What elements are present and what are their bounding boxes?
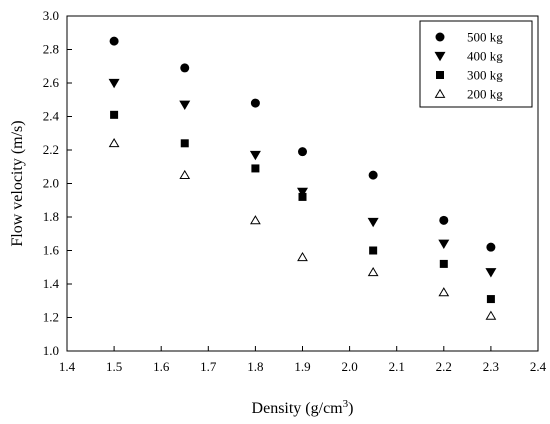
series-1-point-3 [297, 187, 308, 198]
series-1-point-6 [485, 268, 497, 278]
y-tick-label-7: 2.4 [43, 109, 60, 124]
y-axis-title: Flow velocity (m/s) [9, 120, 26, 246]
series-3-point-2 [250, 215, 261, 225]
y-tick-label-10: 3.0 [43, 8, 59, 23]
series-0-point-3 [298, 147, 307, 157]
x-tick-label-3: 1.7 [200, 359, 217, 374]
series-3-point-4 [367, 267, 379, 277]
series-2-point-3 [298, 192, 307, 201]
y-tick-label-2: 1.4 [43, 276, 60, 291]
series-2-point-4 [369, 246, 378, 255]
legend-label-1: 400 kg [467, 49, 503, 64]
series-2-point-6 [486, 295, 495, 304]
y-tick-label-4: 1.8 [43, 209, 59, 224]
legend-marker-0 [435, 32, 445, 42]
legend-marker-1 [434, 51, 446, 62]
x-tick-label-7: 2.1 [389, 359, 405, 374]
series-3-point-1 [179, 169, 191, 179]
series-1-point-4 [367, 217, 379, 228]
legend-marker-3 [434, 88, 446, 98]
legend: 500 kg 400 kg 300 kg 200 kg [419, 20, 533, 108]
series-0-point-1 [180, 63, 190, 73]
x-tick-label-1: 1.5 [106, 359, 122, 374]
series-0-point-4 [368, 170, 378, 180]
series-3-point-6 [485, 310, 497, 320]
series-2-point-2 [251, 164, 260, 173]
x-tick-label-8: 2.2 [436, 359, 452, 374]
x-tick-label-0: 1.4 [59, 359, 76, 374]
y-tick-label-6: 2.2 [43, 142, 59, 157]
x-axis-title-close: ) [348, 400, 353, 417]
series-2-point-0 [110, 110, 119, 119]
series-1-point-2 [249, 150, 261, 161]
y-tick-label-9: 2.8 [43, 42, 59, 57]
x-axis-title: Density (g/cm3) [252, 398, 354, 417]
series-0-point-0 [109, 36, 119, 46]
x-tick-label-6: 2.0 [341, 359, 357, 374]
x-axis-title-superscript: 3 [343, 398, 349, 410]
x-tick-label-10: 2.4 [530, 359, 547, 374]
x-tick-label-9: 2.3 [483, 359, 499, 374]
x-tick-label-2: 1.6 [153, 359, 170, 374]
legend-label-3: 200 kg [467, 87, 503, 102]
legend-marker-2 [436, 71, 444, 79]
series-3-point-0 [108, 138, 120, 148]
legend-label-0: 500 kg [467, 30, 503, 45]
series-1-point-1 [179, 100, 191, 110]
x-tick-label-4: 1.8 [247, 359, 263, 374]
axes: 1.4 1.5 1.6 1.7 1.8 1.9 2.0 2.1 2.2 2.3 2.4 1.0 1.2 1… [43, 8, 547, 374]
x-axis-title-main: Density (g/cm [252, 400, 344, 417]
series-1-point-0 [108, 78, 120, 89]
series-0-point-2 [250, 98, 260, 108]
series-3-point-3 [297, 251, 308, 262]
legend-label-2: 300 kg [467, 68, 503, 83]
series-2-point-1 [180, 139, 189, 148]
y-tick-label-8: 2.6 [43, 75, 60, 90]
y-tick-label-1: 1.2 [43, 310, 59, 325]
series-2-point-5 [439, 259, 448, 268]
series-0-point-6 [486, 242, 496, 252]
y-tick-label-0: 1.0 [43, 343, 59, 358]
series-3-point-5 [438, 287, 450, 297]
series-0-point-5 [439, 215, 449, 225]
x-tick-label-5: 1.9 [294, 359, 310, 374]
y-tick-label-5: 2.0 [43, 176, 59, 191]
y-tick-label-3: 1.6 [43, 243, 60, 258]
series-1-point-5 [438, 239, 450, 250]
plot-area [108, 36, 497, 320]
